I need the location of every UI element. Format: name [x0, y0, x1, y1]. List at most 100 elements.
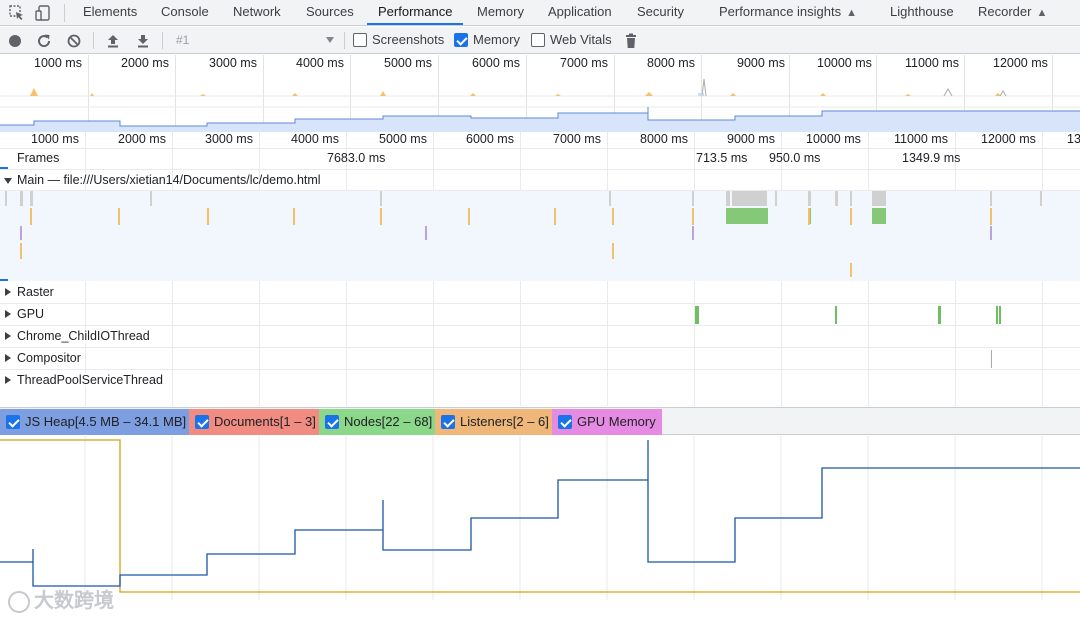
timeline-tick-label: 3000 ms	[205, 132, 253, 146]
memory-counter-graph[interactable]	[0, 436, 1080, 600]
listeners-checkbox[interactable]	[441, 415, 455, 429]
compositor-event	[991, 350, 992, 368]
gpu-track-label: GPU	[17, 307, 49, 321]
overview-tick-label: 11000 ms	[905, 56, 959, 70]
timeline-tick-label: 13	[1067, 132, 1080, 146]
clear-icon[interactable]	[65, 32, 83, 50]
tab-recorder[interactable]: Recorder ▲	[978, 0, 1047, 25]
raster-track-label: Raster	[17, 285, 58, 299]
tab-performance[interactable]: Performance	[367, 0, 464, 25]
memory-graph-canvas	[0, 436, 1080, 600]
expand-triangle-icon[interactable]	[5, 310, 11, 318]
timeline-tick-label: 12000 ms	[981, 132, 1036, 146]
js-heap-counter[interactable]: JS Heap[4.5 MB – 34.1 MB]	[0, 409, 193, 435]
tab-elements[interactable]: Elements	[83, 4, 138, 19]
raster-track[interactable]: Raster	[0, 282, 1080, 304]
overview-tick-label: 3000 ms	[209, 56, 257, 70]
devtools-tabbar: Elements Console Network Sources Perform…	[0, 0, 1080, 26]
nodes-checkbox[interactable]	[325, 415, 339, 429]
tab-memory[interactable]: Memory	[477, 4, 524, 19]
timeline-tick-label: 8000 ms	[640, 132, 688, 146]
gpu-memory-checkbox[interactable]	[558, 415, 572, 429]
frame-duration: 1349.9 ms	[902, 151, 961, 165]
overview-tick-label: 10000 ms	[817, 56, 872, 70]
nodes-counter[interactable]: Nodes[22 – 68]	[319, 409, 439, 435]
frames-track[interactable]: Frames 7683.0 ms 713.5 ms 950.0 ms 1349.…	[0, 150, 1080, 170]
childio-thread-track[interactable]: Chrome_ChildIOThread	[0, 326, 1080, 348]
js-heap-checkbox[interactable]	[6, 415, 20, 429]
threadpool-track[interactable]: ThreadPoolServiceThread	[0, 370, 1080, 392]
tab-security[interactable]: Security	[637, 4, 684, 19]
main-thread-flame-chart[interactable]	[0, 191, 1080, 281]
trash-icon[interactable]	[622, 32, 640, 50]
tab-sources[interactable]: Sources	[306, 4, 354, 19]
overview-gridline	[614, 55, 615, 132]
overview-tick-label: 6000 ms	[472, 56, 520, 70]
documents-label: Documents[1 – 3]	[214, 414, 316, 429]
expand-triangle-icon[interactable]	[5, 332, 11, 340]
tab-performance-insights[interactable]: Performance insights ▲	[719, 0, 857, 25]
overview-gridline	[964, 55, 965, 132]
overview-gridline	[350, 55, 351, 132]
expand-triangle-icon[interactable]	[5, 376, 11, 384]
download-profile-icon[interactable]	[134, 32, 152, 50]
threadpool-track-label: ThreadPoolServiceThread	[17, 373, 167, 387]
documents-counter[interactable]: Documents[1 – 3]	[189, 409, 322, 435]
memory-checkbox[interactable]	[454, 33, 468, 47]
gpu-track[interactable]: GPU	[0, 304, 1080, 326]
overview-gridline	[88, 55, 89, 132]
main-thread-marker	[0, 279, 8, 281]
toolbar-divider	[344, 32, 345, 49]
gpu-activity	[695, 306, 1001, 324]
timeline-overview[interactable]: 1000 ms 2000 ms 3000 ms 4000 ms 5000 ms …	[0, 55, 1080, 132]
watermark-logo: 大数跨境	[8, 584, 114, 613]
frames-marker	[0, 167, 8, 169]
frame-duration: 950.0 ms	[769, 151, 821, 165]
upload-profile-icon[interactable]	[104, 32, 122, 50]
timeline-tick-label: 10000 ms	[806, 132, 861, 146]
toolbar-divider	[162, 32, 163, 49]
overview-tick-label: 12000 ms	[993, 56, 1048, 70]
screenshots-label: Screenshots	[372, 32, 445, 47]
tab-application[interactable]: Application	[548, 4, 612, 19]
inspect-element-icon[interactable]	[8, 4, 26, 22]
nodes-label: Nodes[22 – 68]	[344, 414, 433, 429]
timeline-tick-label: 6000 ms	[466, 132, 514, 146]
screenshots-checkbox[interactable]	[353, 33, 367, 47]
record-icon[interactable]	[6, 32, 24, 50]
experiment-flask-icon: ▲	[846, 7, 858, 19]
tabbar-divider	[64, 4, 65, 22]
experiment-flask-icon: ▲	[1036, 7, 1048, 19]
gpu-memory-counter[interactable]: GPU Memory	[552, 409, 662, 435]
expand-triangle-icon[interactable]	[5, 288, 11, 296]
overview-tick-label: 4000 ms	[296, 56, 344, 70]
overview-tick-label: 7000 ms	[560, 56, 608, 70]
timeline-tick-label: 7000 ms	[553, 132, 601, 146]
js-heap-label: JS Heap[4.5 MB – 34.1 MB]	[25, 414, 187, 429]
collapse-triangle-icon[interactable]	[4, 178, 12, 184]
watermark-logo-icon	[8, 590, 30, 613]
overview-gridline	[438, 55, 439, 132]
main-thread-track-header[interactable]: Main — file:///Users/xietian14/Documents…	[0, 171, 1080, 191]
overview-gridline	[1052, 55, 1053, 132]
listeners-counter[interactable]: Listeners[2 – 6]	[435, 409, 555, 435]
documents-checkbox[interactable]	[195, 415, 209, 429]
tab-console[interactable]: Console	[161, 4, 209, 19]
frame-duration: 713.5 ms	[696, 151, 748, 165]
overview-gridline	[263, 55, 264, 132]
tab-lighthouse[interactable]: Lighthouse	[890, 4, 954, 19]
recording-select[interactable]: #1	[170, 31, 338, 50]
compositor-track[interactable]: Compositor	[0, 348, 1080, 370]
web-vitals-checkbox[interactable]	[531, 33, 545, 47]
tab-performance-insights-label: Performance insights	[719, 4, 842, 19]
watermark-text: 大数跨境	[34, 590, 114, 612]
gpu-memory-label: GPU Memory	[577, 414, 656, 429]
listeners-line	[0, 439, 1080, 593]
tab-network[interactable]: Network	[233, 4, 281, 19]
main-thread-label: Main — file:///Users/xietian14/Documents…	[17, 173, 321, 187]
memory-label: Memory	[473, 32, 520, 47]
reload-record-icon[interactable]	[35, 32, 53, 50]
js-heap-line	[0, 440, 1080, 587]
device-toolbar-icon[interactable]	[34, 4, 52, 22]
expand-triangle-icon[interactable]	[5, 354, 11, 362]
